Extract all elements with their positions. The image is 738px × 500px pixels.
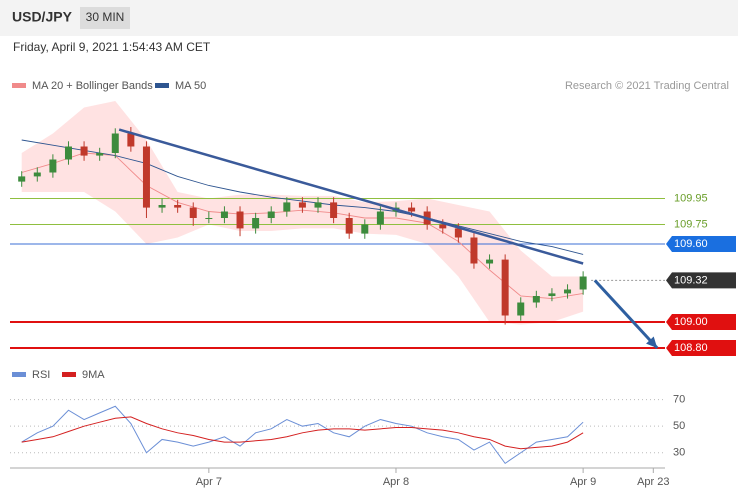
- level-label-box: [666, 236, 736, 252]
- legend-label: MA 50: [175, 80, 206, 92]
- candle-body: [439, 224, 447, 229]
- symbol: USD/JPY: [12, 9, 73, 25]
- trendline: [118, 128, 584, 265]
- legend-swatch: [12, 372, 26, 377]
- candle-body: [532, 296, 540, 303]
- rsi-line: [21, 405, 584, 465]
- candle-body: [298, 202, 306, 208]
- x-tick-label: Apr 23: [637, 476, 669, 488]
- timestamp: Friday, April 9, 2021 1:54:43 AM CET: [13, 40, 211, 54]
- candle-body: [501, 259, 509, 316]
- candle-body: [142, 146, 150, 208]
- credit: Research © 2021 Trading Central: [565, 80, 729, 92]
- y-tick-label: 50: [673, 420, 685, 432]
- legend-swatch: [155, 83, 169, 88]
- interval: 30 MIN: [86, 10, 125, 24]
- forecast-arrowhead: [646, 336, 658, 348]
- legend-swatch: [12, 83, 26, 88]
- forecast-arrow: [593, 279, 659, 350]
- level-label-box: [666, 272, 736, 289]
- candle-body: [345, 218, 353, 234]
- candle-body: [174, 205, 182, 208]
- candle-body: [96, 153, 104, 156]
- candle-body: [236, 211, 244, 229]
- legend-swatch: [62, 372, 76, 377]
- x-tick-label: Apr 7: [196, 476, 222, 488]
- y-tick-label: 70: [673, 394, 685, 406]
- candle-body: [283, 202, 291, 212]
- candle-body: [330, 202, 338, 218]
- candle-body: [361, 224, 369, 234]
- y-tick-label: 30: [673, 447, 685, 459]
- level-label-box: [666, 314, 736, 330]
- rsi-line: [21, 416, 584, 450]
- candle-body: [189, 207, 197, 218]
- candle-body: [33, 172, 41, 177]
- level-label: 109.00: [674, 316, 708, 328]
- candle-body: [205, 218, 213, 219]
- candle-body: [408, 207, 416, 212]
- candle-body: [314, 202, 322, 208]
- level-label-box: [666, 340, 736, 356]
- level-label: 109.75: [674, 218, 708, 230]
- candle-body: [127, 133, 135, 147]
- candle-body: [18, 176, 26, 182]
- level-label: 109.95: [674, 192, 708, 204]
- candle-body: [252, 218, 260, 229]
- candle-body: [470, 237, 478, 264]
- interval-box: [80, 7, 130, 29]
- candle-body: [111, 133, 119, 153]
- candle-body: [579, 276, 587, 290]
- candle-body: [64, 146, 72, 160]
- candle-body: [486, 259, 494, 264]
- level-label: 108.80: [674, 342, 708, 354]
- candle-body: [517, 302, 525, 316]
- candle-body: [80, 146, 88, 156]
- x-tick-label: Apr 8: [383, 476, 409, 488]
- candle-body: [49, 159, 57, 173]
- candle-body: [267, 211, 275, 218]
- candle-body: [548, 293, 556, 296]
- candle-body: [220, 211, 228, 218]
- level-label: 109.32: [674, 274, 708, 286]
- candle-body: [158, 205, 166, 208]
- candle-body: [454, 228, 462, 238]
- candle-body: [376, 211, 384, 225]
- x-tick-label: Apr 9: [570, 476, 596, 488]
- legend-label: RSI: [32, 369, 50, 381]
- legend-label: MA 20 + Bollinger Bands: [32, 80, 153, 92]
- legend-label: 9MA: [82, 369, 105, 381]
- level-label: 109.60: [674, 238, 708, 250]
- candle-body: [564, 289, 572, 294]
